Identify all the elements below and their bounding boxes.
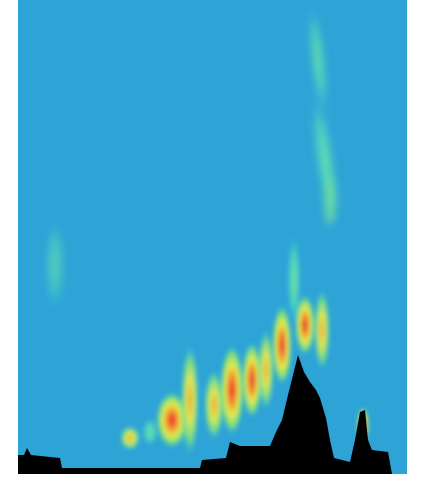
echo — [45, 220, 65, 310]
echo-cluster — [120, 235, 369, 455]
echo — [242, 342, 262, 418]
echo — [156, 392, 188, 448]
echo — [314, 290, 330, 370]
echo — [295, 295, 315, 355]
echo — [258, 330, 274, 410]
echo — [308, 5, 328, 115]
terrain — [18, 355, 392, 474]
echo — [287, 235, 301, 325]
echo-streak — [308, 5, 338, 225]
echo — [220, 345, 244, 435]
echo — [181, 345, 199, 455]
echo — [142, 418, 158, 446]
echo — [120, 426, 140, 450]
echo — [204, 370, 224, 440]
echo — [272, 305, 292, 385]
echo — [324, 175, 336, 225]
